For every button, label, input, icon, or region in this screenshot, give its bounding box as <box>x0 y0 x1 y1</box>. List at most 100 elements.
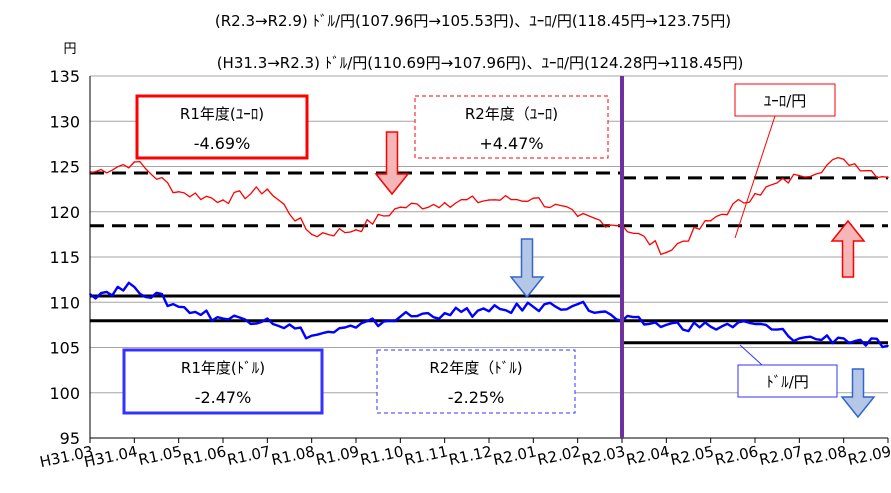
y-tick-label-110: 110 <box>49 293 80 312</box>
data-point-0-11 <box>576 215 579 218</box>
data-point-1-18 <box>887 344 889 347</box>
annotation-value-2: -2.47% <box>195 388 252 407</box>
x-tick-label-R2.03: R2.03 <box>580 442 627 469</box>
series-lines <box>89 156 889 349</box>
data-point-0-5 <box>310 233 313 236</box>
x-tick-label-R1.07: R1.07 <box>226 442 273 469</box>
data-point-1-16 <box>798 337 801 340</box>
data-point-0-16 <box>798 174 801 177</box>
series-label-frame-0 <box>734 83 836 117</box>
data-point-1-17 <box>842 337 845 340</box>
y-tick-label-115: 115 <box>49 248 80 267</box>
y-tick-label-95: 95 <box>60 429 80 448</box>
direction-arrows <box>374 131 876 419</box>
data-point-0-18 <box>887 176 889 179</box>
annotation-box-1: R2年度（ﾕｰﾛ) +4.47% <box>414 95 609 159</box>
axes <box>89 76 889 443</box>
annotation-box-frame-0 <box>135 94 309 160</box>
series-label-leader-0 <box>734 115 776 239</box>
series-line-1 <box>89 281 889 349</box>
x-tick-label-R1.05: R1.05 <box>137 442 184 469</box>
data-point-0-15 <box>754 192 756 195</box>
data-point-1-10 <box>532 305 535 308</box>
series-labels: ﾕｰﾛ/円 ﾄﾞﾙ/円 <box>734 83 838 398</box>
series-label-1: ﾄﾞﾙ/円 <box>737 344 838 398</box>
x-tick-label-R2.01: R2.01 <box>492 442 539 469</box>
data-point-1-13 <box>665 324 668 326</box>
x-tick-label-R2.07: R2.07 <box>758 442 805 469</box>
x-tick-label-R2.08: R2.08 <box>802 442 849 469</box>
data-point-0-6 <box>355 229 357 231</box>
data-point-0-7 <box>399 206 402 209</box>
arrow-up-2 <box>830 219 866 278</box>
data-point-0-2 <box>177 191 180 193</box>
arrow-down-0 <box>374 131 410 196</box>
annotation-title-0: R1年度(ﾕｰﾛ) <box>180 105 264 123</box>
data-point-0-3 <box>222 199 224 201</box>
annotation-title-3: R2年度（ﾄﾞﾙ) <box>429 359 522 377</box>
data-point-1-2 <box>177 305 180 308</box>
data-point-1-6 <box>355 326 357 329</box>
x-tick-label-R1.06: R1.06 <box>181 442 228 469</box>
annotation-box-0: R1年度(ﾕｰﾛ) -4.69% <box>135 94 309 160</box>
series-label-frame-1 <box>737 364 838 398</box>
annotation-title-2: R1年度(ﾄﾞﾙ) <box>181 359 265 377</box>
data-point-1-7 <box>399 315 402 318</box>
annotation-value-0: -4.69% <box>194 134 251 153</box>
data-point-0-1 <box>133 161 136 163</box>
arrow-down-1 <box>509 238 545 299</box>
y-tick-label-120: 120 <box>49 203 80 222</box>
x-tick-label-R2.09: R2.09 <box>846 442 891 469</box>
reference-lines <box>90 171 888 345</box>
data-point-0-14 <box>709 220 712 222</box>
x-tick-label-R2.04: R2.04 <box>625 442 672 469</box>
annotation-value-1: +4.47% <box>479 134 543 153</box>
series-label-leader-1 <box>739 344 763 366</box>
data-point-0-13 <box>665 251 668 254</box>
series-label-text-0: ﾕｰﾛ/円 <box>764 92 807 110</box>
data-point-0-4 <box>266 188 269 190</box>
annotation-box-3: R2年度（ﾄﾞﾙ) -2.25% <box>376 349 576 414</box>
annotation-box-frame-2 <box>122 348 324 415</box>
y-tick-label-105: 105 <box>49 339 80 358</box>
annotation-title-1: R2年度（ﾕｰﾛ) <box>465 105 558 123</box>
y-tick-label-125: 125 <box>49 158 80 177</box>
y-axis-label: 円 <box>63 42 76 57</box>
data-point-1-3 <box>222 317 224 320</box>
x-tick-label-R1.08: R1.08 <box>270 442 317 469</box>
data-point-1-11 <box>576 303 579 305</box>
series-label-text-1: ﾄﾞﾙ/円 <box>766 373 809 391</box>
x-tick-label-R1.10: R1.10 <box>359 442 406 469</box>
data-point-1-15 <box>754 323 756 325</box>
y-tick-label-130: 130 <box>49 112 80 131</box>
y-tick-label-135: 135 <box>49 67 80 86</box>
y-tick-label-100: 100 <box>49 384 80 403</box>
y-tick-labels: 95 100 105 110 115 120 125 130 135 <box>49 67 80 448</box>
annotation-boxes: R1年度(ﾕｰﾛ) -4.69% R2年度（ﾕｰﾛ) +4.47% R1年度(ﾄﾞﾙ) -… <box>122 94 609 415</box>
data-point-0-8 <box>443 201 446 204</box>
data-point-1-5 <box>310 334 313 337</box>
data-point-1-9 <box>488 310 490 313</box>
data-point-1-1 <box>133 286 136 288</box>
x-tick-label-R1.12: R1.12 <box>447 442 494 469</box>
annotation-box-2: R1年度(ﾄﾞﾙ) -2.47% <box>122 348 324 415</box>
data-point-1-14 <box>709 325 712 328</box>
subtitle-r1: (H31.3→R2.3) ﾄﾞﾙ/円(110.69円→107.96円)、ﾕｰﾛ/… <box>217 54 744 72</box>
data-point-0-10 <box>532 197 535 199</box>
x-tick-labels: H31.03H31.04R1.05R1.06R1.07R1.08R1.09R1.… <box>38 442 891 471</box>
annotation-box-frame-3 <box>376 349 576 414</box>
series-label-0: ﾕｰﾛ/円 <box>734 83 836 239</box>
subtitle-r2: (R2.3→R2.9) ﾄﾞﾙ/円(107.96円→105.53円)、ﾕｰﾛ/円… <box>215 12 731 30</box>
arrow-down-3 <box>840 368 876 419</box>
x-tick-label-R2.06: R2.06 <box>713 442 760 469</box>
x-tick-label-R2.05: R2.05 <box>669 442 716 469</box>
data-point-1-8 <box>443 312 446 314</box>
annotation-value-3: -2.25% <box>448 388 505 407</box>
data-point-0-17 <box>842 158 845 161</box>
annotation-box-frame-1 <box>414 95 609 159</box>
x-tick-label-R2.02: R2.02 <box>536 442 583 469</box>
x-tick-label-R1.11: R1.11 <box>403 442 450 469</box>
data-point-0-9 <box>488 199 490 201</box>
data-point-1-4 <box>266 317 269 320</box>
